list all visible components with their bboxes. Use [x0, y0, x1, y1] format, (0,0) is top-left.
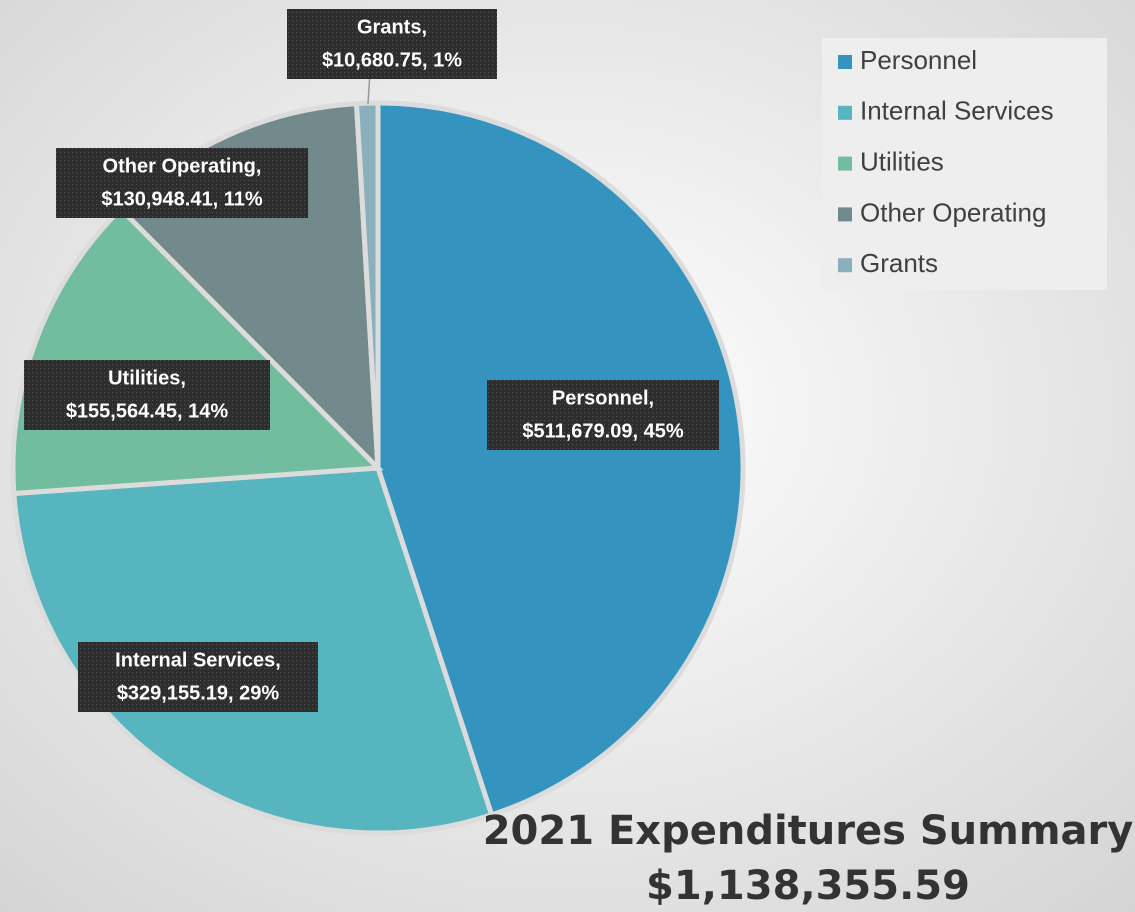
- chart-subtitle: $1,138,355.59: [646, 863, 970, 909]
- legend-label: Personnel: [860, 45, 977, 75]
- data-label-box: [487, 380, 719, 450]
- data-label-name: Grants,: [357, 16, 427, 38]
- pie-slice: [375, 100, 746, 819]
- data-label-value: $329,155.19, 29%: [117, 682, 280, 704]
- data-label-name: Other Operating,: [103, 155, 262, 177]
- legend-label: Utilities: [860, 146, 944, 176]
- data-label-value: $10,680.75, 1%: [322, 49, 462, 71]
- legend-label: Internal Services: [860, 96, 1054, 126]
- legend-swatch: [838, 258, 852, 273]
- legend-swatch: [838, 105, 852, 120]
- legend-swatch: [838, 156, 852, 171]
- legend-label: Other Operating: [860, 197, 1046, 227]
- legend: Personnel Internal Services Utilities Other…: [838, 45, 1054, 278]
- legend-box: [822, 38, 1107, 290]
- data-label-box: [56, 148, 308, 218]
- data-label-name: Utilities,: [108, 367, 186, 389]
- legend-swatch: [838, 207, 852, 222]
- data-label-value: $511,679.09, 45%: [522, 420, 683, 442]
- data-label-value: $130,948.41, 11%: [101, 188, 262, 210]
- data-label-value: $155,564.45, 14%: [66, 400, 229, 422]
- data-label-box: [78, 642, 318, 712]
- data-labels: Personnel, $511,679.09, 45% Internal Servi…: [24, 9, 719, 712]
- pie-slice: [353, 100, 381, 469]
- chart-title: 2021 Expenditures Summary: [483, 808, 1134, 854]
- data-label-box: [24, 360, 270, 430]
- legend-swatch: [838, 55, 852, 69]
- data-label-box: [287, 9, 497, 79]
- data-label-name: Personnel,: [552, 387, 654, 409]
- legend-label: Grants: [860, 248, 938, 278]
- data-label-name: Internal Services,: [115, 649, 281, 671]
